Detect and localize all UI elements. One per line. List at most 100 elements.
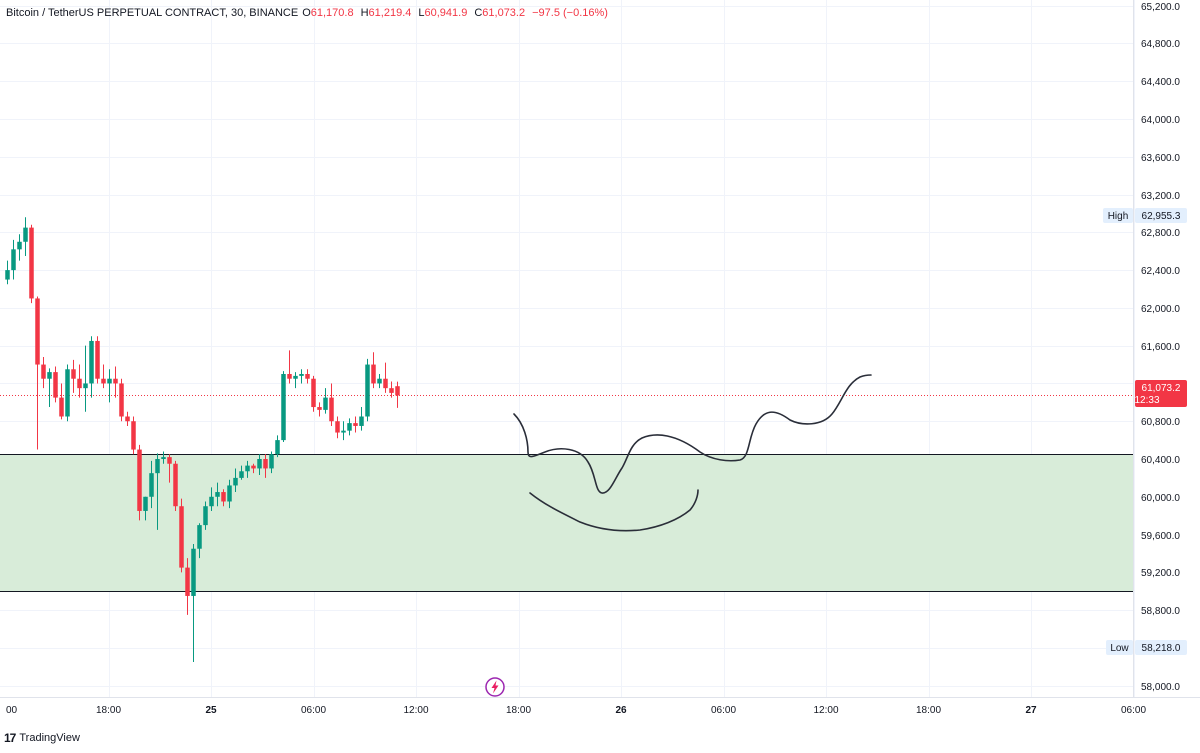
price-tick-label: 62,400.0 <box>1141 266 1180 277</box>
candle-body <box>335 421 340 433</box>
candle-body <box>377 378 382 384</box>
candle-body <box>5 270 10 280</box>
candle-body <box>215 492 220 497</box>
candle-body <box>269 454 274 469</box>
candle-body <box>23 227 28 242</box>
low-marker: Low 58,218.0 <box>1106 640 1187 655</box>
symbol-legend[interactable]: Bitcoin / TetherUS PERPETUAL CONTRACT, 3… <box>6 7 611 19</box>
candle-body <box>149 473 154 497</box>
candle-body <box>347 423 352 431</box>
candle-body <box>11 249 16 271</box>
candle-body <box>119 383 124 417</box>
high-label: H <box>360 7 369 19</box>
low-label: Low <box>1110 643 1129 654</box>
candle-body <box>65 369 70 417</box>
grid-lines <box>0 0 1135 697</box>
candle-body <box>41 364 46 379</box>
open-value: 61,170.8 <box>310 7 354 19</box>
candle-body <box>359 416 364 426</box>
close-label: C <box>474 7 483 19</box>
price-tick-label: 61,600.0 <box>1141 342 1180 353</box>
candle-body <box>167 457 172 464</box>
candle-body <box>131 421 136 450</box>
candle-body <box>161 457 166 459</box>
candle-body <box>47 372 52 379</box>
time-tick-label: 12:00 <box>403 705 428 716</box>
low-value: 58,218.0 <box>1142 643 1181 654</box>
last-price-value: 61,073.2 <box>1142 383 1181 394</box>
projection-drawing-upper[interactable] <box>513 374 872 494</box>
candle-body <box>239 471 244 478</box>
bar-countdown: 12:33 <box>1134 395 1159 406</box>
candle-body <box>299 374 304 376</box>
candle-body <box>311 378 316 408</box>
time-tick-label: 18:00 <box>506 705 531 716</box>
tradingview-logo[interactable]: 17 TradingView <box>4 731 80 745</box>
time-tick-label: 00 <box>6 705 18 716</box>
symbol-title: Bitcoin / TetherUS PERPETUAL CONTRACT, 3… <box>6 7 299 19</box>
candle-body <box>191 548 196 596</box>
price-tick-label: 59,200.0 <box>1141 568 1180 579</box>
candle-body <box>209 496 214 507</box>
candle-body <box>275 440 280 455</box>
candle-body <box>245 465 250 472</box>
price-tick-label: 60,000.0 <box>1141 493 1180 504</box>
time-tick-label: 26 <box>615 705 627 716</box>
candle-body <box>29 227 34 299</box>
price-tick-label: 62,000.0 <box>1141 304 1180 315</box>
candle-body <box>341 430 346 433</box>
price-tick-label: 65,200.0 <box>1141 2 1180 13</box>
candle-body <box>251 465 256 469</box>
candle-body <box>185 567 190 596</box>
candles <box>5 217 400 663</box>
price-tick-label: 64,800.0 <box>1141 39 1180 50</box>
logo-text: TradingView <box>19 732 80 744</box>
price-tick-label: 60,800.0 <box>1141 417 1180 428</box>
candle-body <box>155 459 160 474</box>
time-tick-label: 06:00 <box>1121 705 1146 716</box>
candle-body <box>35 298 40 365</box>
candle-body <box>95 340 100 379</box>
price-change: −97.5 (−0.16%) <box>532 7 608 19</box>
candle-body <box>305 374 310 379</box>
time-tick-label: 27 <box>1025 705 1037 716</box>
price-axis[interactable]: 65,200.0 64,800.0 64,400.0 64,000.0 63,600.0… <box>1141 2 1180 693</box>
low-label: L <box>418 7 425 19</box>
time-tick-label: 12:00 <box>813 705 838 716</box>
candle-body <box>389 388 394 393</box>
tradingview-mark-icon: 17 <box>4 731 16 745</box>
candle-body <box>323 397 328 410</box>
candle-body <box>395 386 400 396</box>
last-price-badge: 61,073.2 12:33 <box>1134 380 1187 407</box>
price-tick-label: 60,400.0 <box>1141 455 1180 466</box>
candle-body <box>371 364 376 384</box>
candle-body <box>329 397 334 422</box>
time-tick-label: 06:00 <box>711 705 736 716</box>
candle-body <box>287 374 292 379</box>
candle-body <box>137 449 142 511</box>
price-tick-label: 63,200.0 <box>1141 191 1180 202</box>
open-label: O <box>302 7 311 19</box>
candle-body <box>257 459 262 469</box>
price-tick-label: 58,800.0 <box>1141 606 1180 617</box>
candle-body <box>233 477 238 486</box>
candle-body <box>143 496 148 511</box>
candle-body <box>263 459 268 469</box>
price-tick-label: 63,600.0 <box>1141 153 1180 164</box>
price-tick-label: 58,000.0 <box>1141 682 1180 693</box>
high-label: High <box>1108 211 1129 222</box>
candle-body <box>101 378 106 384</box>
lightning-icon[interactable] <box>484 676 506 698</box>
candle-body <box>59 397 64 417</box>
candle-body <box>197 525 202 549</box>
candle-body <box>203 506 208 526</box>
time-axis[interactable]: 00 18:00 25 06:00 12:00 18:00 26 06:00 12:00 18:0… <box>0 697 1200 717</box>
projection-drawing-lower[interactable] <box>529 489 699 532</box>
high-value: 61,219.4 <box>368 7 412 19</box>
price-tick-label: 62,800.0 <box>1141 228 1180 239</box>
candle-body <box>83 383 88 389</box>
candle-body <box>125 416 130 422</box>
candle-body <box>227 485 232 502</box>
low-value: 60,941.9 <box>424 7 468 19</box>
